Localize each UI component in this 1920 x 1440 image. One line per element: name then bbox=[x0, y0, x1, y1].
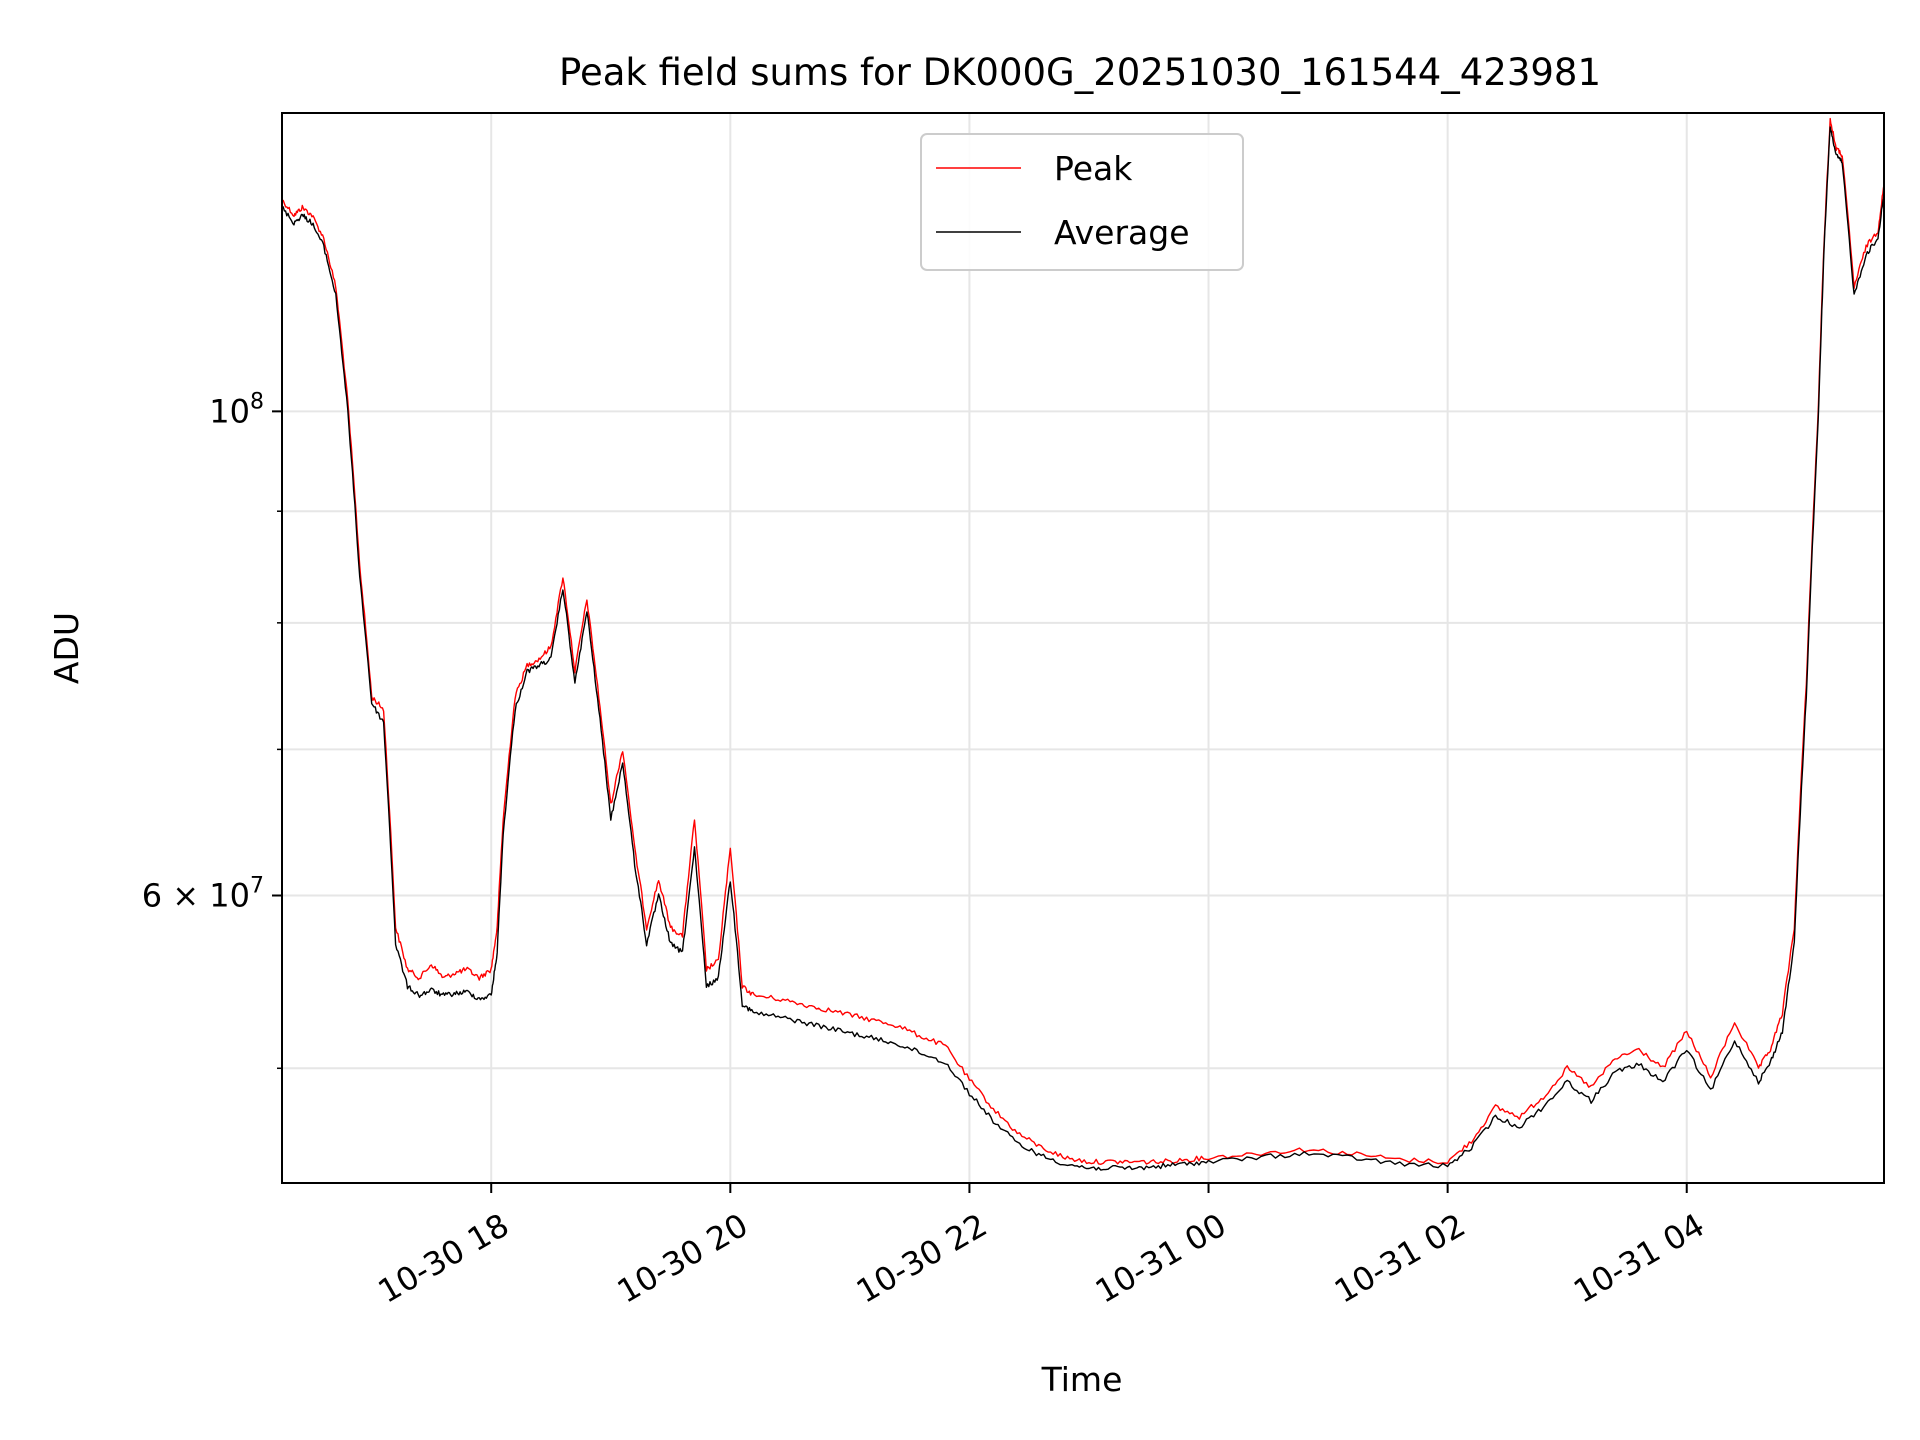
y-tick-exponent: 7 bbox=[250, 873, 264, 898]
legend: Peak Average bbox=[920, 133, 1244, 271]
y-tick-label: 108 bbox=[209, 389, 264, 430]
chart-title: Peak field sums for DK000G_20251030_1615… bbox=[559, 51, 1601, 94]
legend-label-average: Average bbox=[1054, 213, 1190, 252]
series-line-peak bbox=[281, 117, 1885, 1165]
series-group bbox=[281, 117, 1885, 1171]
y-axis-label: ADU bbox=[47, 612, 86, 684]
legend-label-peak: Peak bbox=[1054, 149, 1133, 188]
y-tick-exponent: 8 bbox=[250, 389, 264, 414]
x-axis-label: Time bbox=[1041, 1360, 1123, 1399]
y-tick-base: 10 bbox=[209, 876, 250, 914]
grid bbox=[282, 113, 1884, 1183]
y-tick-label: 6 × 107 bbox=[142, 873, 264, 914]
y-tick-base: 10 bbox=[209, 392, 250, 430]
plot-frame bbox=[281, 112, 1885, 1184]
series-line-average bbox=[281, 126, 1885, 1171]
y-tick-mantissa: 6 × bbox=[142, 876, 210, 914]
